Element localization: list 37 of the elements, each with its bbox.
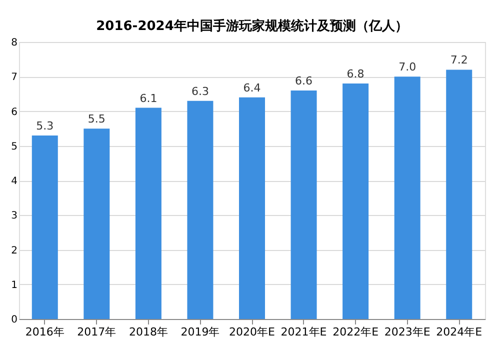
bar (187, 100, 214, 319)
bar (32, 135, 58, 319)
y-tick-label: 0 (11, 314, 18, 326)
chart-title: 2016-2024年中国手游玩家规模统计及预测（亿人） (96, 18, 408, 34)
x-tick-label: 2024年E (436, 326, 482, 338)
data-label: 6.3 (191, 84, 209, 98)
x-tick-label: 2022年E (332, 326, 379, 338)
x-tick-label: 2017年 (77, 326, 116, 338)
x-tick-label: 2016年 (25, 326, 64, 338)
bar (342, 84, 369, 319)
bar (446, 70, 472, 319)
x-tick-label: 2020年E (229, 326, 276, 338)
bar (239, 97, 265, 319)
x-tick-label: 2021年E (280, 326, 327, 338)
data-label: 5.5 (88, 112, 106, 126)
bar (135, 108, 162, 319)
bar (290, 90, 317, 319)
bar (394, 76, 420, 319)
y-tick-label: 8 (11, 38, 18, 48)
y-tick-label: 7 (11, 72, 18, 84)
y-tick-label: 5 (11, 141, 18, 152)
data-label: 6.8 (346, 68, 364, 81)
y-tick-label: 4 (11, 176, 18, 187)
y-tick-label: 6 (11, 106, 18, 118)
data-label: 7.2 (450, 54, 468, 67)
x-tick-label: 2018年 (128, 326, 168, 338)
bar (84, 128, 110, 319)
data-label: 6.4 (243, 81, 261, 94)
y-tick-label: 3 (11, 210, 18, 222)
data-label: 7.0 (398, 60, 416, 74)
y-tick-label: 1 (11, 280, 18, 291)
x-tick-label: 2023年E (384, 326, 430, 338)
data-label: 6.6 (295, 74, 313, 88)
x-tick-label: 2019年 (180, 326, 220, 338)
data-label: 6.1 (140, 92, 158, 105)
data-label: 5.3 (36, 119, 54, 132)
y-tick-label: 2 (11, 245, 18, 256)
